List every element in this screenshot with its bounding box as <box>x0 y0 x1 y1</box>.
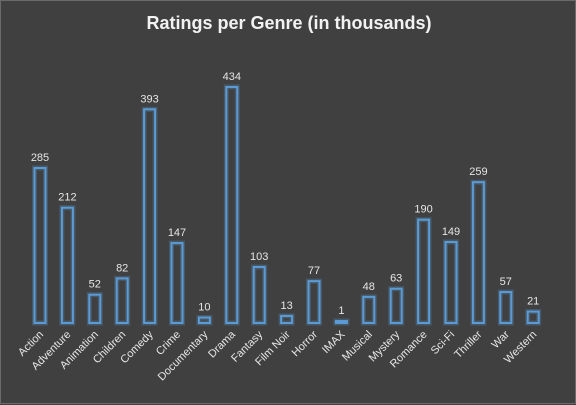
data-label: 147 <box>168 227 186 239</box>
data-label: 21 <box>527 296 539 308</box>
bar-glow <box>309 281 320 323</box>
data-label: 57 <box>500 276 512 288</box>
data-label: 212 <box>58 192 76 204</box>
data-label: 149 <box>442 226 460 238</box>
bar-glow <box>281 316 292 323</box>
x-tick-label: Thriller <box>452 328 484 360</box>
bar-glow <box>89 295 100 323</box>
bar-glow <box>144 109 155 323</box>
data-label: 82 <box>116 262 128 274</box>
bar-glow <box>391 289 402 323</box>
data-label: 63 <box>390 273 402 285</box>
data-label: 1 <box>338 305 344 317</box>
x-tick-label: War <box>489 328 512 351</box>
bar-glow <box>117 278 128 323</box>
data-label: 393 <box>140 93 158 105</box>
bar-glow <box>446 242 457 323</box>
data-label: 48 <box>363 281 375 293</box>
bar-glow <box>500 292 511 323</box>
bar-glow <box>363 297 374 323</box>
bar-glow <box>172 243 183 323</box>
data-label: 259 <box>469 166 487 178</box>
data-label: 285 <box>31 152 49 164</box>
bar-glow <box>254 267 265 323</box>
bar-glow <box>226 87 237 323</box>
x-tick-label: Horror <box>290 328 321 359</box>
data-label: 434 <box>223 71 241 83</box>
bar-glow <box>418 220 429 323</box>
data-label: 190 <box>414 204 432 216</box>
data-label: 103 <box>250 251 268 263</box>
bar-glow <box>62 208 73 323</box>
bar-glow <box>473 182 484 323</box>
bar-glow <box>528 312 539 323</box>
data-label: 13 <box>280 300 292 312</box>
bar-imax <box>336 321 347 323</box>
data-label: 77 <box>308 265 320 277</box>
data-label: 10 <box>198 302 210 314</box>
data-label: 52 <box>89 279 101 291</box>
bar-glow <box>35 168 46 323</box>
